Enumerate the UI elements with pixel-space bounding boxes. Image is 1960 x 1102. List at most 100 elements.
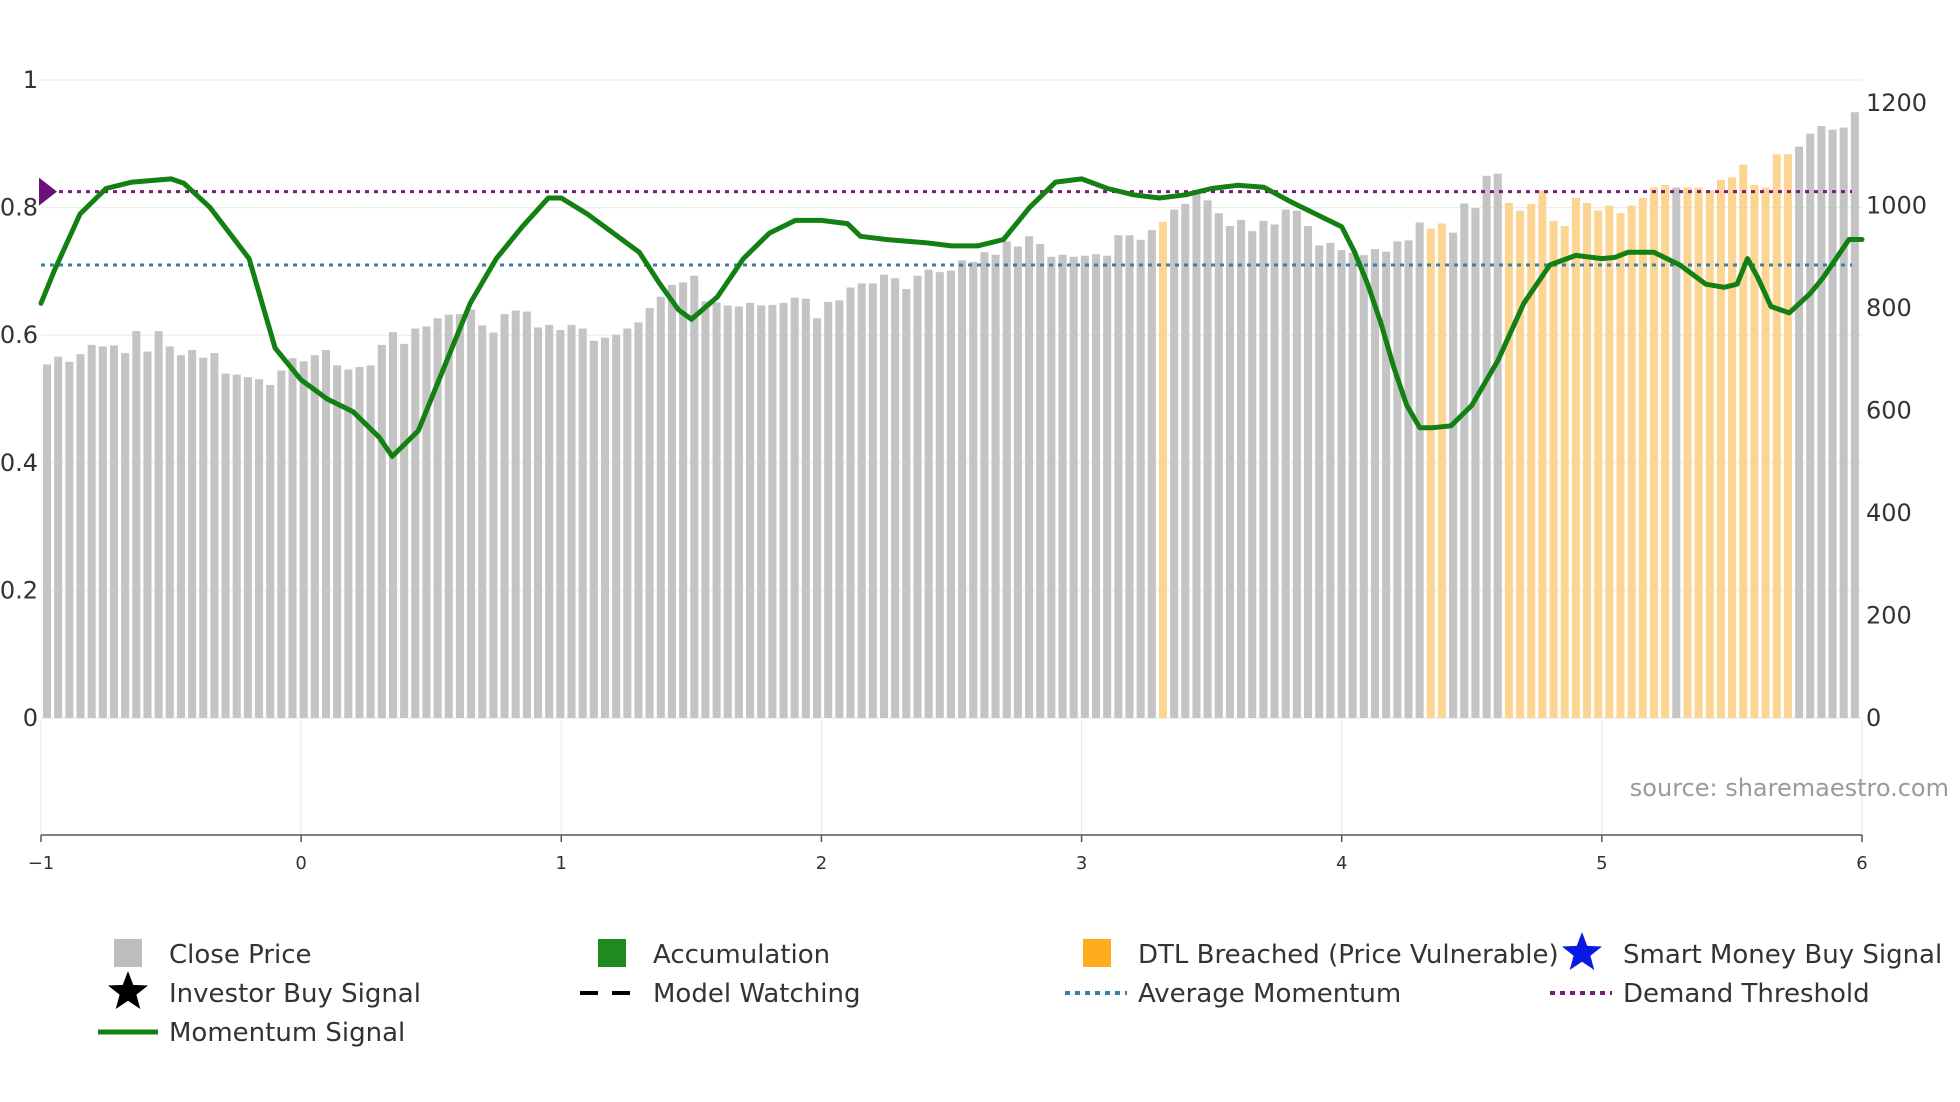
close-price-bar-breached [1527,203,1536,718]
close-price-bar [511,310,520,718]
close-price-bar [824,301,833,718]
close-price-bar [679,282,688,718]
close-price-bar [1315,245,1324,718]
close-price-bar [277,370,286,718]
close-price-bar [377,344,386,718]
close-price-bar [1091,254,1101,718]
demand-threshold-marker [39,177,57,206]
close-price-bar [612,334,621,718]
close-price-bar-breached [1504,202,1513,718]
close-price-bar [757,305,766,718]
close-price-bar-breached [1549,220,1558,718]
legend-item: Average Momentum [1065,979,1401,1009]
close-price-bar [813,318,822,718]
close-price-bar-breached [1638,197,1647,718]
close-price-bar [891,278,900,718]
close-price-bar [109,345,118,718]
close-price-bar [534,327,543,718]
close-price-bar-breached [1694,187,1703,718]
right-tick-label: 200 [1866,602,1912,630]
close-price-bar [165,346,174,718]
close-price-bar [344,369,353,718]
square-icon [1083,939,1111,967]
close-price-bar [400,343,409,718]
close-price-bar [600,337,610,718]
legend-item: Close Price [114,939,312,970]
close-price-bar-breached [1437,223,1446,718]
momentum-series [38,176,1865,459]
close-price-bar [154,331,163,718]
close-price-bar [879,274,888,718]
close-price-bar [1806,133,1815,718]
close-price-bar [1482,175,1491,718]
close-price-bar [333,365,342,718]
close-price-bar [958,260,967,718]
close-price-bar [701,301,710,718]
close-price-bar [1337,250,1346,718]
close-price-bar [746,302,755,718]
close-price-bar [1237,219,1246,718]
close-price-bar [500,314,509,718]
close-price-bar [143,351,152,718]
close-price-bar [1248,231,1257,718]
close-price-bar [288,358,297,718]
square-icon [114,939,142,967]
close-price-bar [1292,210,1301,718]
close-price-bar [87,344,96,718]
legend-item: Model Watching [580,979,860,1009]
close-price-bar [623,328,632,718]
axes: 0 0.2 0.4 0.6 0.8 1 0 200 400 600 800 1000 1200 −1 0 1 2… [0,66,1927,874]
close-price-bar [299,361,308,718]
legend-item: Accumulation [598,939,830,970]
star-icon [1562,932,1602,970]
close-price-bar [1170,209,1179,718]
close-price-bar [1493,173,1502,719]
close-price-bar [768,304,777,718]
close-price-bar [489,332,498,718]
close-price-bar [969,261,978,718]
right-tick-label: 0 [1866,704,1881,732]
legend-item: Smart Money Buy Signal [1562,932,1942,970]
close-price-bar [1036,243,1045,718]
close-price-bar [1114,235,1123,718]
close-price-bar [1025,236,1034,718]
close-price-bar [121,353,130,718]
close-price-bar [667,284,676,718]
right-tick-label: 400 [1866,499,1912,527]
close-price-bar [388,332,397,718]
right-tick-label: 600 [1866,397,1912,425]
close-price-bar [132,331,141,718]
close-price-bar [522,311,531,718]
close-price-bar [1281,209,1290,718]
close-price-bar [578,328,587,718]
close-price-bar [690,275,699,718]
close-price-bar-breached [1728,177,1737,718]
close-price-bar [589,340,598,718]
close-price-bar [1795,146,1804,718]
close-price-bar [1304,226,1313,718]
close-price-bar [199,357,208,718]
close-price-bar-breached [1761,187,1770,718]
close-price-bar [868,283,877,718]
close-price-bar [1192,190,1201,718]
close-price-bar [433,318,442,718]
close-price-bar [1058,254,1067,718]
close-price-bar [1259,220,1268,718]
square-icon [598,939,626,967]
close-price-bar [645,308,654,718]
close-price-bar [656,296,665,718]
left-tick-label: 1 [23,66,38,94]
close-price-bar [1013,246,1022,718]
close-price-bar [355,366,364,718]
close-price-bar [1270,224,1279,718]
legend-label: Model Watching [653,979,860,1009]
close-price-bar [846,287,855,718]
close-price-bar [232,374,241,718]
legend-label: Momentum Signal [169,1018,405,1048]
close-price-bar-breached [1705,190,1714,718]
close-price-bar [422,326,431,718]
bottom-tick-label: 6 [1856,853,1867,874]
close-price-bar [1817,126,1826,718]
close-price-bar-breached [1616,213,1625,718]
close-price-bar-breached [1750,185,1759,718]
